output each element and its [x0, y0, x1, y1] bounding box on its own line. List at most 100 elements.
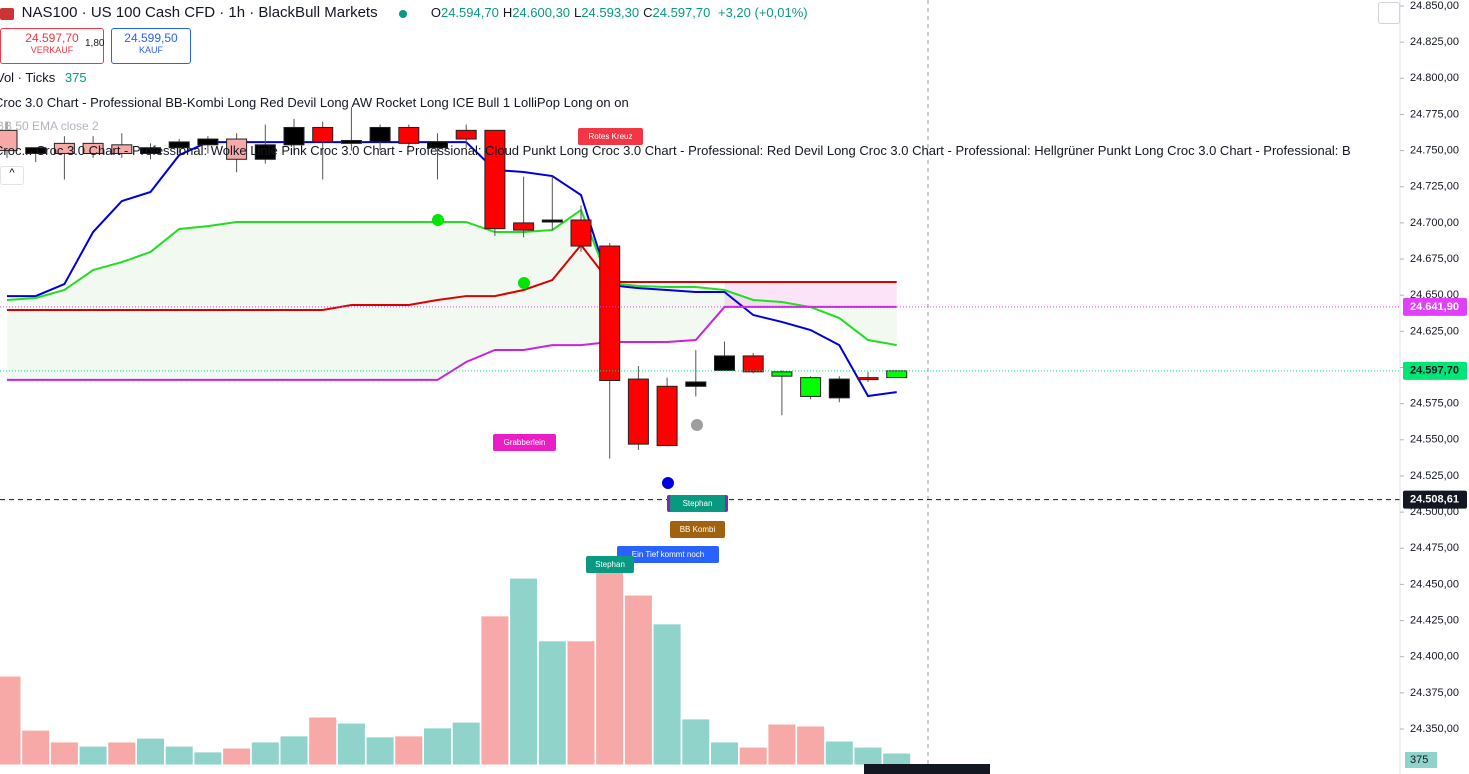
flag-icon [0, 7, 14, 20]
buy-label: KAUF [138, 45, 163, 55]
candle-body [312, 126, 334, 143]
candle-body [111, 144, 133, 154]
volume-bar [480, 615, 510, 766]
volume-bar [336, 722, 366, 766]
time-crosshair-label [864, 764, 990, 774]
candle-body [771, 371, 793, 377]
symbol[interactable]: NAS100 · US 100 Cash CFD · 1h · BlackBul… [21, 4, 378, 21]
ohlc-key: C [643, 5, 653, 20]
volume-bar [250, 741, 280, 766]
volume-bar [394, 735, 424, 766]
volume-bar [681, 718, 711, 766]
volume-bar [107, 741, 137, 766]
volume-bar [853, 746, 883, 766]
price-badge-label: 24.597,70 [1410, 365, 1459, 377]
signal-dot [662, 477, 674, 489]
buy-button[interactable]: 24.599,50 KAUF [111, 28, 191, 64]
price-badge [1403, 490, 1467, 509]
volume-bar [566, 640, 596, 766]
collapse-button[interactable]: ^ [0, 166, 24, 185]
screenshot-button[interactable] [1378, 2, 1400, 24]
volume-bar [21, 729, 51, 766]
candle-body [570, 219, 592, 247]
ohlc-key: L [574, 5, 582, 20]
annotation: Stephan [586, 556, 634, 573]
indicator-line [6, 208, 897, 347]
ohlc-value: 24.600,30 [512, 5, 571, 20]
volume-bar [738, 746, 768, 766]
y-tick-label: 24.500,00 [1410, 506, 1459, 518]
volume-bar [136, 737, 165, 766]
symbol-row: NAS100 · US 100 Cash CFD · 1h · BlackBul… [0, 4, 808, 21]
annotation: Ein Tief kommt noch [617, 546, 719, 563]
volume-bar [164, 745, 194, 766]
y-tick-label: 24.825,00 [1410, 36, 1459, 48]
candle-body [857, 377, 879, 381]
y-tick-label: 24.400,00 [1410, 651, 1459, 663]
y-tick-label: 24.350,00 [1410, 723, 1459, 735]
annotation: Grabberlein [493, 434, 556, 451]
candle-body [541, 219, 563, 223]
indicator-line [7, 305, 897, 381]
y-tick-label: 24.700,00 [1410, 217, 1459, 229]
y-tick-label: 24.375,00 [1410, 687, 1459, 699]
candle-body [53, 142, 75, 154]
sell-button[interactable]: 24.597,70 VERKAUF [0, 28, 104, 64]
annotation: Stephan [667, 495, 728, 512]
y-tick-label: 24.850,00 [1410, 0, 1459, 12]
candle-body [800, 377, 822, 397]
candle-body [742, 355, 764, 373]
indicator-line [7, 141, 897, 398]
annotation: Rotes Kreuz [578, 128, 643, 145]
indicator-line [7, 243, 897, 311]
volume-legend-row: Vol · Ticks 375 [0, 70, 87, 85]
volume-bar [537, 640, 567, 766]
spread: 1,80 [85, 38, 105, 49]
candle-body [685, 381, 707, 387]
candle-body [886, 370, 908, 379]
volume-bar [623, 594, 653, 766]
signal-dot [691, 419, 703, 431]
signal-dot [518, 277, 530, 289]
ohlc-key: H [502, 5, 513, 20]
y-tick-label: 24.750,00 [1410, 145, 1459, 157]
ohlc-value: 24.593,30 [581, 5, 640, 20]
candle-body [398, 126, 420, 144]
candle-body [140, 147, 161, 154]
y-tick-label: 24.525,00 [1410, 470, 1459, 482]
candle-body [427, 141, 448, 149]
volume-bar [796, 725, 826, 766]
volume-bar [824, 740, 854, 766]
y-tick-label: 24.800,00 [1410, 72, 1459, 84]
candle-body [599, 245, 621, 382]
ohlc-value: 24.597,70 [652, 5, 711, 20]
candle-body [82, 142, 104, 154]
market-status [399, 9, 408, 18]
volume-bar [308, 716, 338, 766]
sell-label: VERKAUF [30, 45, 74, 55]
y-tick-label: 24.725,00 [1410, 181, 1459, 193]
volume-bar [595, 571, 625, 766]
volume-last: 375 [64, 70, 87, 85]
volume-bar [365, 736, 395, 766]
indicator-legend: BB 50 EMA close 2 [0, 119, 99, 133]
volume-bar [78, 745, 108, 766]
annotation: BB Kombi [670, 521, 725, 538]
volume-bar [509, 577, 539, 766]
volume-badge [1405, 752, 1437, 768]
price-badge-label: 24.508,61 [1410, 494, 1459, 506]
candle-body [656, 385, 678, 447]
volume-bar [423, 727, 452, 766]
sell-price: 24.597,70 [25, 31, 79, 45]
cloud-fill-pink [724, 282, 897, 307]
candle-body [254, 144, 276, 160]
indicator-legend: Croc 3.0 Chart - Professional BB-Kombi L… [0, 95, 629, 110]
volume-bar [652, 623, 682, 766]
candle-body [369, 126, 391, 143]
volume-legend: Vol · Ticks [0, 70, 56, 85]
candle-body [283, 126, 305, 146]
candle-body [627, 378, 649, 445]
price-badge [1403, 297, 1467, 316]
